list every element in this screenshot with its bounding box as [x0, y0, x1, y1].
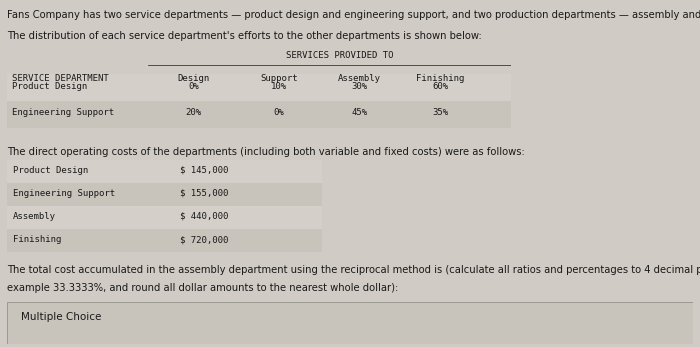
Text: Fans Company has two service departments — product design and engineering suppor: Fans Company has two service departments… [7, 10, 700, 20]
Text: The distribution of each service department's efforts to the other departments i: The distribution of each service departm… [7, 31, 482, 41]
Text: 0%: 0% [274, 109, 284, 118]
Text: The total cost accumulated in the assembly department using the reciprocal metho: The total cost accumulated in the assemb… [7, 265, 700, 276]
Text: 10%: 10% [271, 82, 287, 91]
Text: Product Design: Product Design [12, 82, 88, 91]
Text: example 33.3333%, and round all dollar amounts to the nearest whole dollar):: example 33.3333%, and round all dollar a… [7, 283, 398, 293]
FancyBboxPatch shape [7, 206, 322, 229]
Text: Assembly: Assembly [338, 75, 382, 84]
FancyBboxPatch shape [7, 101, 511, 128]
Text: SERVICES PROVIDED TO: SERVICES PROVIDED TO [286, 51, 393, 60]
Text: SERVICE DEPARTMENT: SERVICE DEPARTMENT [12, 75, 109, 84]
Text: $ 440,000: $ 440,000 [181, 212, 229, 221]
Text: 0%: 0% [188, 82, 199, 91]
Text: Finishing: Finishing [13, 235, 62, 244]
Text: Support: Support [260, 75, 298, 84]
Text: $ 155,000: $ 155,000 [181, 189, 229, 198]
Text: Design: Design [177, 75, 209, 84]
FancyBboxPatch shape [7, 160, 322, 183]
Text: Engineering Support: Engineering Support [13, 189, 116, 198]
FancyBboxPatch shape [7, 302, 693, 344]
Text: 60%: 60% [433, 82, 449, 91]
Text: Assembly: Assembly [13, 212, 56, 221]
Text: Multiple Choice: Multiple Choice [21, 312, 101, 322]
FancyBboxPatch shape [7, 229, 322, 252]
Text: 30%: 30% [351, 82, 368, 91]
FancyBboxPatch shape [7, 75, 511, 102]
Text: Product Design: Product Design [13, 166, 88, 175]
Text: Finishing: Finishing [416, 75, 465, 84]
Text: $ 720,000: $ 720,000 [181, 235, 229, 244]
FancyBboxPatch shape [7, 183, 322, 206]
Text: Engineering Support: Engineering Support [12, 109, 114, 118]
Text: 20%: 20% [186, 109, 202, 118]
Text: $ 145,000: $ 145,000 [181, 166, 229, 175]
Text: The direct operating costs of the departments (including both variable and fixed: The direct operating costs of the depart… [7, 147, 525, 158]
Text: 35%: 35% [433, 109, 449, 118]
Text: 45%: 45% [351, 109, 368, 118]
